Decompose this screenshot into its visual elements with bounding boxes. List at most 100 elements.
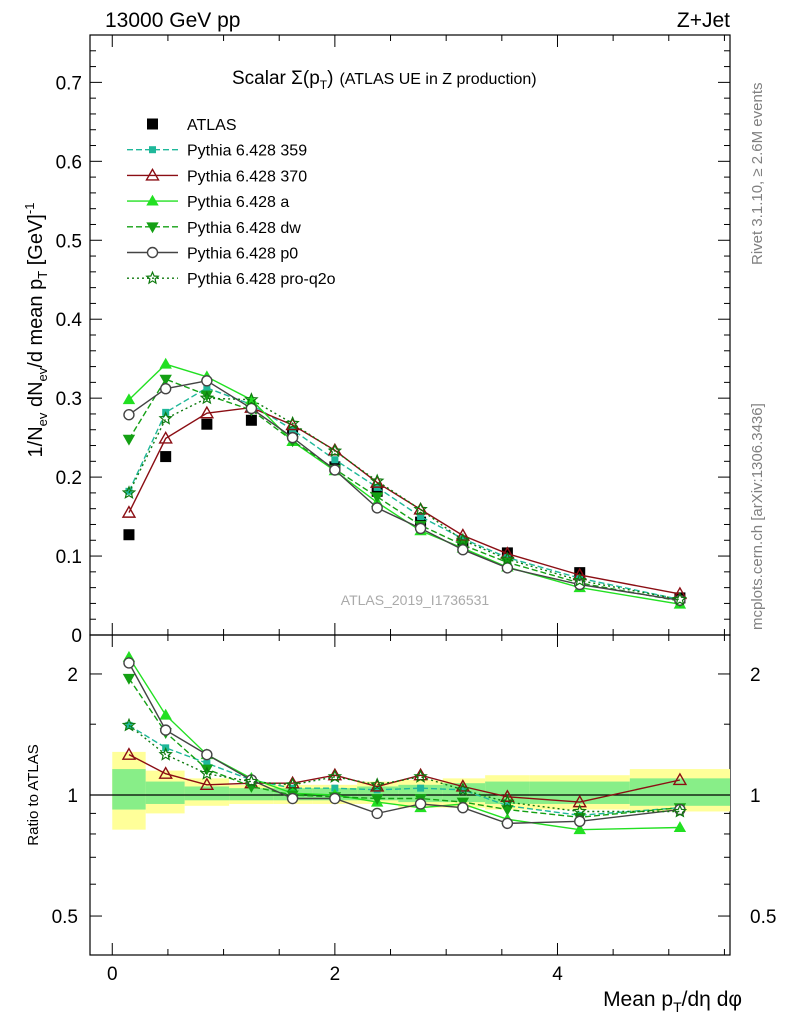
- main-series-line: [128, 363, 681, 605]
- data-point: [286, 431, 299, 444]
- data-point: [501, 562, 514, 574]
- data-point: [574, 815, 586, 828]
- data-point: [200, 764, 214, 776]
- x-tick-label: 4: [552, 964, 563, 985]
- band-inner-bin: [485, 781, 530, 804]
- legend-label: Pythia 6.428 370: [187, 168, 307, 185]
- data-point: [501, 805, 514, 816]
- data-point: [413, 769, 428, 783]
- title-sigma: Σ(p: [291, 68, 320, 89]
- data-point: [121, 747, 137, 760]
- ratio-series-line: [128, 724, 680, 817]
- data-point: [121, 485, 137, 499]
- data-point: [201, 375, 213, 387]
- data-point: [244, 392, 259, 406]
- data-point: [327, 769, 343, 783]
- data-point: [572, 572, 587, 587]
- ratio-y-tick-label: 2: [67, 665, 78, 686]
- data-point: [673, 821, 687, 832]
- data-point: [199, 405, 215, 419]
- data-point: [159, 357, 172, 369]
- x-axis-label: Mean pT/dη dφ: [603, 988, 742, 1015]
- ratio-y-tick-label-right: 0.5: [750, 907, 776, 928]
- data-point: [158, 766, 173, 779]
- band-inner-bin: [229, 788, 274, 801]
- data-point: [201, 418, 213, 430]
- data-point: [371, 502, 383, 514]
- main-y-tick-label: 0.7: [56, 73, 82, 94]
- ratio-series-line: [128, 656, 680, 831]
- data-point: [414, 522, 427, 535]
- data-point: [159, 382, 172, 395]
- main-series-line: [128, 397, 681, 601]
- data-point: [457, 544, 469, 556]
- ratio-series-line: [128, 678, 680, 819]
- data-point: [457, 801, 469, 814]
- data-point: [199, 777, 215, 791]
- header-right: Z+Jet: [677, 9, 730, 32]
- legend-label: ATLAS: [187, 117, 237, 134]
- main-y-tick-label: 0.5: [56, 231, 82, 252]
- data-point: [160, 451, 172, 463]
- main-y-tick-label: 0.4: [56, 310, 83, 331]
- ratio-y-tick-label-right: 1: [750, 786, 761, 807]
- data-point: [159, 708, 172, 720]
- main-y-tick-label: 0.2: [56, 468, 82, 489]
- main-series-line: [128, 378, 681, 602]
- data-point: [455, 782, 471, 797]
- main-y-axis-label: 1/Nev dNev/d mean pT [GeV]-1: [22, 203, 50, 458]
- legend-label: Pythia 6.428 359: [187, 143, 307, 160]
- main-y-tick-label: 0.6: [56, 152, 82, 173]
- chart-title: Scalar Σ(pT) (ATLAS UE in Z production): [232, 68, 537, 92]
- data-point: [572, 803, 587, 818]
- data-point: [413, 501, 428, 516]
- data-point: [123, 657, 135, 669]
- data-point: [201, 748, 213, 761]
- data-point: [370, 777, 385, 792]
- data-point: [145, 167, 160, 181]
- ratio-series-line: [128, 753, 681, 803]
- x-tick-label: 2: [330, 964, 341, 985]
- ratio-series-line: [128, 724, 680, 813]
- data-point: [672, 591, 688, 606]
- xlabel-main: Mean p: [603, 988, 673, 1011]
- band-inner-bin: [629, 778, 730, 806]
- data-point: [501, 817, 514, 830]
- data-point: [199, 390, 215, 405]
- data-point: [500, 551, 515, 566]
- data-point: [158, 747, 173, 761]
- data-point: [245, 402, 258, 415]
- title-close: ): [327, 68, 333, 89]
- data-point: [672, 803, 688, 818]
- main-series-line: [128, 406, 681, 595]
- data-point: [285, 777, 300, 792]
- main-y-tick-label: 0.1: [56, 547, 82, 568]
- data-point: [371, 807, 383, 820]
- data-point: [146, 246, 159, 259]
- data-point: [573, 823, 586, 835]
- data-point: [245, 414, 257, 426]
- data-point: [121, 505, 137, 518]
- data-point: [329, 792, 341, 805]
- data-point: [244, 774, 259, 788]
- data-point: [285, 415, 300, 430]
- legend-label: Pythia 6.428 dw: [187, 220, 301, 237]
- data-point: [672, 772, 688, 786]
- data-point: [414, 798, 427, 810]
- data-point: [149, 146, 156, 154]
- band-inner-bin: [112, 769, 146, 810]
- legend-label: Pythia 6.428 p0: [187, 246, 298, 263]
- data-point: [500, 789, 515, 802]
- analysis-id-label: ATLAS_2019_I1736531: [341, 592, 490, 608]
- data-point: [331, 456, 339, 464]
- data-point: [371, 485, 383, 497]
- data-point: [122, 673, 136, 685]
- ratio-y-axis-label: Ratio to ATLAS: [25, 744, 42, 845]
- data-point: [417, 784, 425, 792]
- data-point: [455, 532, 471, 547]
- legend-label: Pythia 6.428 pro-q2o: [187, 271, 336, 288]
- band-inner-bin: [184, 786, 230, 801]
- main-series: [121, 357, 688, 609]
- data-point: [159, 724, 172, 736]
- data-point: [329, 464, 341, 476]
